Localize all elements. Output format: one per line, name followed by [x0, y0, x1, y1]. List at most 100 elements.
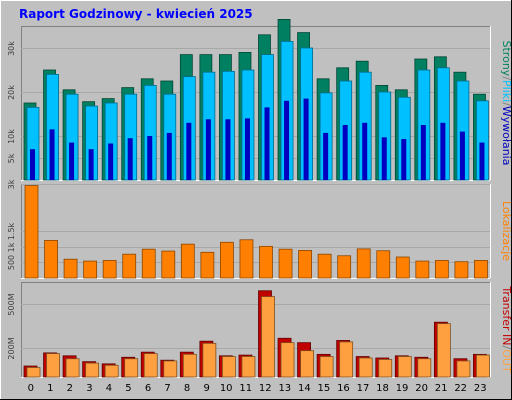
- y-tick-label: 3k: [7, 179, 16, 189]
- y-tick-label: 10k: [7, 129, 16, 144]
- y-tick-label: 1k: [7, 242, 16, 252]
- x-tick-label: 23: [474, 383, 487, 394]
- bar-lokalizacje: [239, 239, 254, 279]
- bar-transfer-out: [222, 356, 236, 378]
- bar-transfer-out: [163, 360, 178, 378]
- bar-wywolania: [264, 107, 270, 180]
- x-tick-label: 12: [259, 383, 272, 394]
- bar-transfer-out: [358, 357, 373, 378]
- bar-lokalizacje: [454, 261, 469, 279]
- x-tick-label: 13: [278, 383, 291, 394]
- bar-lokalizacje: [395, 256, 410, 279]
- bar-transfer-out: [65, 358, 80, 378]
- bar-transfer-out: [124, 358, 139, 378]
- bar-lokalizacje: [200, 251, 215, 279]
- x-tick-label: 8: [184, 383, 190, 394]
- bar-transfer-out: [339, 341, 354, 378]
- bar-wywolania: [440, 122, 446, 180]
- bar-wywolania: [205, 119, 211, 180]
- legend-entry: OUT: [500, 349, 512, 373]
- y-tick-label: 500M: [7, 293, 16, 315]
- y-tick-label: 20k: [7, 85, 16, 100]
- bar-transfer-out: [378, 359, 393, 378]
- bar-transfer-out: [436, 323, 451, 378]
- x-tick-label: 4: [106, 383, 112, 394]
- bar-transfer-out: [456, 360, 471, 378]
- legend-entry: Pliki: [500, 80, 512, 102]
- bar-wywolania: [30, 149, 35, 180]
- x-tick-label: 16: [337, 383, 350, 394]
- legend-entry: Wywołania: [500, 106, 512, 166]
- legend-entry: Strony: [500, 41, 512, 77]
- bar-lokalizacje: [298, 250, 312, 279]
- x-tick-label: 9: [203, 383, 209, 394]
- bar-wywolania: [342, 125, 348, 180]
- bar-lokalizacje: [122, 253, 137, 279]
- bar-transfer-out: [46, 353, 60, 378]
- bar-lokalizacje: [63, 258, 78, 279]
- x-tick-label: 11: [239, 383, 252, 394]
- bar-transfer-out: [280, 342, 295, 378]
- x-tick-label: 17: [357, 383, 370, 394]
- bar-lokalizacje: [356, 248, 371, 279]
- x-tick-label: 19: [396, 383, 409, 394]
- x-tick-label: 22: [454, 383, 467, 394]
- bar-transfer-out: [182, 353, 197, 378]
- legend: Strony/Pliki/Wywołania: [500, 41, 512, 166]
- x-tick-label: 21: [435, 383, 448, 394]
- bar-lokalizacje: [337, 255, 352, 279]
- bar-lokalizacje: [180, 243, 195, 279]
- bar-wywolania: [284, 100, 290, 180]
- bar-transfer-out: [300, 350, 314, 378]
- bar-lokalizacje: [259, 245, 273, 279]
- bar-lokalizacje: [317, 253, 332, 279]
- bar-wywolania: [127, 138, 133, 180]
- bar-wywolania: [479, 142, 485, 180]
- x-tick-label: 18: [376, 383, 389, 394]
- legend-entry: Lokalizacje: [500, 201, 512, 261]
- bar-wywolania: [147, 136, 153, 180]
- bar-wywolania: [186, 122, 192, 180]
- x-tick-label: 3: [86, 383, 92, 394]
- legend: Transfer IN/OUT: [500, 285, 512, 373]
- y-tick-label: 1.5k: [7, 222, 16, 240]
- x-tick-label: 20: [415, 383, 428, 394]
- x-tick-label: 10: [220, 383, 233, 394]
- plot-area: [21, 26, 490, 180]
- chart-title: Raport Godzinowy - kwiecień 2025: [19, 7, 253, 21]
- bar-lokalizacje: [141, 248, 156, 279]
- bar-transfer-out: [143, 353, 158, 378]
- bar-wywolania: [401, 139, 407, 180]
- legend-entry: /: [500, 76, 512, 80]
- panel-locations: 500 1k 1.5k 3k Lokalizacje: [7, 179, 512, 279]
- y-tick-label: 200M: [7, 337, 16, 359]
- x-tick-label: 0: [28, 383, 34, 394]
- bar-lokalizacje: [83, 260, 98, 279]
- x-tick-label: 1: [47, 383, 53, 394]
- bar-wywolania: [459, 131, 465, 180]
- x-tick-label: 14: [298, 383, 311, 394]
- bar-lokalizacje: [474, 260, 488, 279]
- bar-lokalizacje: [102, 260, 117, 279]
- bar-wywolania: [420, 125, 426, 180]
- bar-wywolania: [244, 118, 250, 180]
- y-tick-label: 5k: [7, 153, 16, 163]
- bar-lokalizacje: [415, 260, 430, 279]
- bar-lokalizacje: [44, 239, 58, 279]
- bar-wywolania: [166, 132, 172, 180]
- bar-transfer-out: [397, 356, 412, 378]
- y-tick-label: 30k: [7, 41, 16, 56]
- x-tick-label: 5: [125, 383, 131, 394]
- x-tick-label: 2: [67, 383, 73, 394]
- bar-wywolania: [323, 132, 329, 180]
- x-tick-label: 7: [164, 383, 170, 394]
- bar-transfer-out: [241, 356, 256, 378]
- bar-transfer-out: [417, 358, 432, 378]
- bar-wywolania: [362, 122, 368, 180]
- bar-transfer-out: [26, 367, 41, 378]
- bar-lokalizacje: [161, 250, 176, 279]
- x-tick-label: 15: [318, 383, 331, 394]
- bar-wywolania: [225, 119, 231, 180]
